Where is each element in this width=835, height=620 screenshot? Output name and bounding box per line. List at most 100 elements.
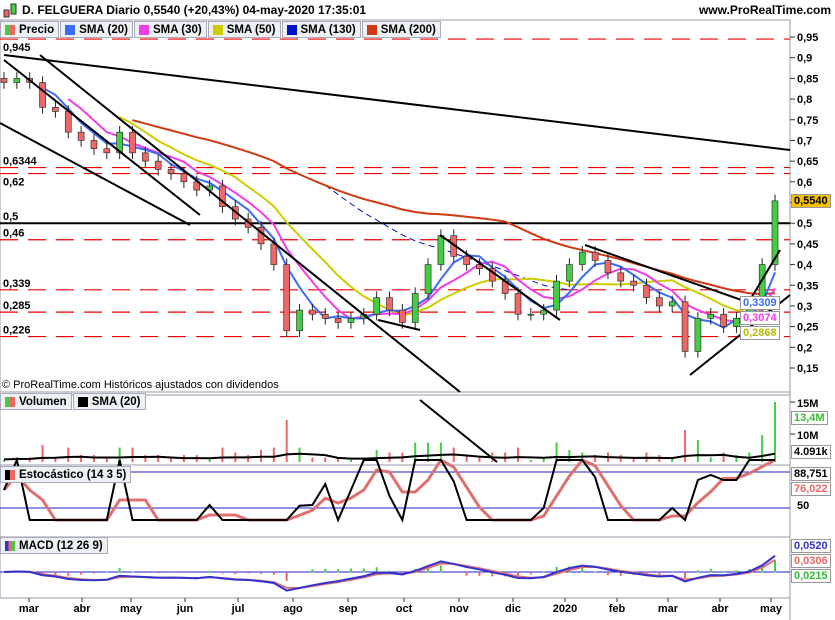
candle [463,255,470,265]
sma200-line [132,119,776,296]
candle [103,148,111,154]
macd-histogram-bar [388,570,391,573]
macd-histogram-bar [337,569,340,573]
sma130-line [324,184,570,291]
legend-item[interactable]: SMA (130) [281,21,361,38]
x-tick-label: mar [19,603,40,615]
macd-histogram-bar [452,572,455,573]
macd-legend: MACD (12 26 9) [0,537,109,554]
volume-bar [684,430,687,462]
volume-bar [414,442,417,462]
x-tick-label: jul [231,603,245,615]
macd-histogram-bar [439,565,442,573]
candle [373,297,380,315]
candle [591,251,599,261]
macd-histogram-bar [427,566,430,573]
macd-histogram-bar [619,572,622,576]
volume-bar [349,457,352,462]
volume-bar [157,455,160,462]
y-tick-label: 0,6 [797,177,812,189]
chart-title: D. FELGUERA Diario 0,5540 (+20,43%) 04-m… [22,3,367,17]
volume-bar [80,455,83,462]
candle [668,301,676,307]
volume-bar [517,447,519,462]
legend-stochastic[interactable]: Estocástico (14 3 5) [0,466,132,483]
macd-histogram-bar [491,572,494,577]
candle [771,200,779,265]
price-badge: 0,3074 [740,311,780,325]
volume-bar [131,447,134,462]
stoch-d-value: 76,022 [791,482,831,496]
legend-item[interactable]: SMA (50) [207,21,281,38]
volume-bar [311,457,314,462]
stoch-tick: 50 [797,500,809,512]
title-bar: D. FELGUERA Diario 0,5540 (+20,43%) 04-m… [0,0,835,20]
legend-label: SMA (50) [226,23,276,36]
macd-histogram-bar [709,568,712,573]
level-label: 0,285 [3,300,31,312]
volume-bar [375,450,378,462]
macd-histogram-bar [684,572,687,579]
candle [681,301,689,352]
candle [476,264,483,269]
level-label: 0,5 [3,211,18,223]
volume-bar [568,450,571,462]
candle [720,313,727,327]
candle [437,235,445,265]
stoch-k-value: 88,751 [791,467,831,481]
volume-bar [735,455,738,462]
legend-label: SMA (20) [91,395,141,408]
legend-macd[interactable]: MACD (12 26 9) [0,537,108,554]
level-label: 0,226 [3,325,31,337]
macd-histogram-bar [517,572,519,577]
y-tick-label: 0,65 [797,156,818,168]
macd-histogram-bar [298,572,301,573]
candle [90,140,98,150]
candles-icon [3,3,17,18]
site-link[interactable]: www.ProRealTime.com [698,3,831,17]
candle [142,152,149,162]
y-tick-label: 0,35 [797,280,818,292]
macd-histogram-bar [465,572,468,576]
macd-histogram-bar [131,571,134,573]
volume-bar [427,442,430,462]
sma20-line [42,86,776,329]
macd-histogram-bar [542,571,545,573]
candle [694,318,702,352]
macd-histogram-bar [195,572,198,573]
legend-item[interactable]: SMA (30) [133,21,207,38]
candle [0,78,8,83]
macd-histogram-bar [118,567,121,573]
legend-item[interactable]: Precio [0,21,60,38]
legend-volume-sma[interactable]: SMA (20) [72,393,146,410]
x-tick-label: may [120,603,143,615]
candle [578,251,586,265]
legend-label: SMA (200) [380,23,436,36]
volume-bar [709,457,712,462]
volume-bar [272,447,275,462]
candle [283,264,291,332]
trend-line [0,122,191,226]
sma30-line [67,98,776,324]
legend-volume[interactable]: Volumen [0,393,72,410]
volume-bar [671,457,674,462]
y-tick-label: 0,75 [797,115,818,127]
candle [13,78,21,83]
volume-legend: Volumen SMA (20) [0,393,147,410]
macd-value: 0,0520 [791,539,831,553]
x-tick-label: jun [176,603,194,615]
macd-histogram-bar [54,572,57,575]
trend-line [39,54,461,393]
macd-signal-value: 0,0306 [791,554,831,568]
legend-item[interactable]: SMA (20) [60,21,133,38]
candle [77,131,85,141]
legend-item[interactable]: SMA (200) [361,21,441,38]
x-tick-label: abr [711,603,729,615]
trend-line [3,54,791,151]
candle [52,107,59,112]
volume-bar [144,455,147,462]
legend-label: SMA (30) [152,23,202,36]
volume-bar [478,457,481,462]
y-tick-label: 0,85 [797,73,818,85]
